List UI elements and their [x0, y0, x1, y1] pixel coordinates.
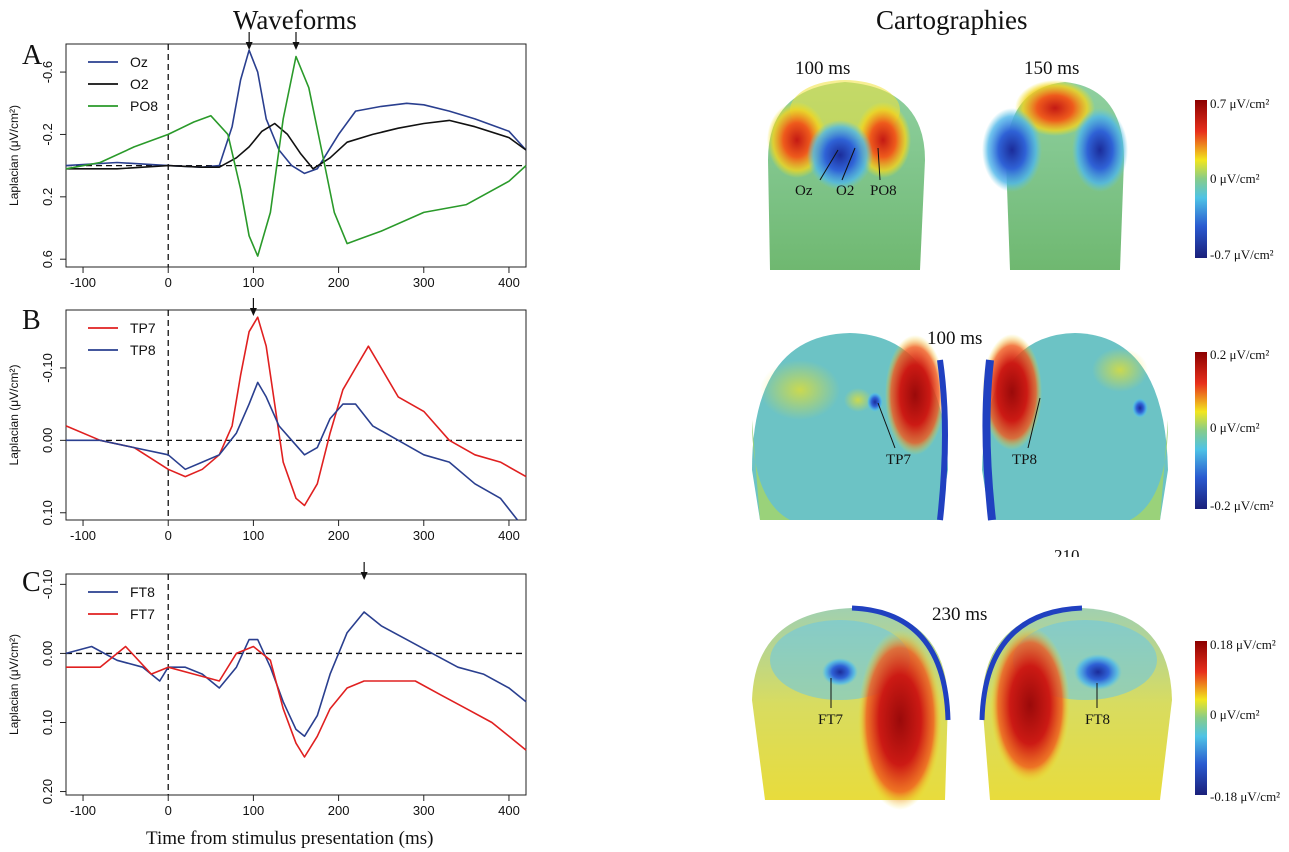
panel-letter-a: A: [22, 40, 43, 71]
y-tick-label: 0.10: [40, 500, 55, 525]
peak-arrow-head: [360, 572, 368, 580]
time-label-c: 230 ms: [932, 604, 987, 625]
x-tick-label: -100: [70, 275, 96, 290]
colorbar-b-mid: 0 μV/cm²: [1210, 420, 1260, 435]
peak-arrow-head: [245, 42, 253, 50]
electrode-label-ft8: FT8: [1085, 712, 1110, 728]
colorbar-a: [1195, 100, 1207, 258]
y-tick-label: -0.2: [40, 123, 55, 145]
y-axis-label: Laplacian (μV/cm²): [7, 105, 21, 206]
colorbar-b: [1195, 352, 1207, 509]
y-tick-label: 0.10: [40, 710, 55, 735]
plot-frame: [65, 309, 527, 521]
legend-label-po8: PO8: [130, 98, 158, 114]
y-tick-label: 0.00: [40, 428, 55, 453]
x-tick-label: 200: [328, 803, 350, 818]
y-tick-label: 0.6: [40, 250, 55, 268]
colorbar-a-min: -0.7 μV/cm²: [1210, 247, 1274, 262]
panel-letter-c: C: [22, 567, 41, 598]
electrode-label-tp8: TP8: [1012, 452, 1037, 468]
waveforms-title: Waveforms: [233, 5, 357, 35]
time-label-a-100: 100 ms: [795, 58, 850, 79]
peak-arrow-head: [292, 42, 300, 50]
electrode-label-tp7: TP7: [886, 452, 912, 468]
x-tick-label: 0: [165, 528, 172, 543]
y-axis-label: Laplacian (μV/cm²): [7, 365, 21, 466]
series-line-o2: [66, 119, 527, 170]
panel-letter-b: B: [22, 305, 41, 336]
scalp-map-a-150ms: [982, 80, 1128, 270]
time-label-b: 100 ms: [927, 328, 982, 349]
time-label-a-150: 150 ms: [1024, 58, 1079, 79]
y-tick-label: 0.00: [40, 641, 55, 666]
y-tick-label: 0.2: [40, 188, 55, 206]
y-tick-label: -0.6: [40, 61, 55, 83]
chart-panel-b: -100 0 100 200 300 400 -0.10 0.00 0.10 Laplacian …: [7, 298, 527, 543]
chart-panel-a: -100 0 100 200 300 400 -0.6 -0.2 0.2 0.6 Laplacian…: [7, 32, 527, 290]
colorbar-a-mid: 0 μV/cm²: [1210, 171, 1260, 186]
legend-label-ft7: FT7: [130, 606, 155, 622]
legend-label-ft8: FT8: [130, 584, 155, 600]
scalp-map-b-left: [752, 333, 948, 521]
scalp-map-b-right: [982, 333, 1168, 521]
scalp-map-a-100ms: [767, 80, 925, 270]
colorbar-c-max: 0.18 μV/cm²: [1210, 637, 1276, 652]
x-tick-label: -100: [70, 528, 96, 543]
partial-label: 210: [1054, 546, 1080, 565]
peak-arrow-head: [249, 308, 257, 316]
x-tick-label: 100: [243, 275, 265, 290]
colorbar-c-min: -0.18 μV/cm²: [1210, 789, 1280, 804]
series-line-tp7: [65, 316, 527, 507]
x-tick-label: -100: [70, 803, 96, 818]
x-tick-label: 400: [498, 803, 520, 818]
legend-label-o2: O2: [130, 76, 149, 92]
x-tick-label: 300: [413, 275, 435, 290]
y-tick-label: 0.20: [40, 779, 55, 804]
electrode-label-ft7: FT7: [818, 712, 844, 728]
y-axis-label: Laplacian (μV/cm²): [7, 634, 21, 735]
x-tick-label: 200: [328, 528, 350, 543]
x-tick-label: 400: [498, 275, 520, 290]
series-line-tp8: [66, 381, 519, 521]
cartographies-title: Cartographies: [876, 5, 1028, 35]
y-tick-label: -0.10: [40, 570, 55, 600]
colorbar-c-mid: 0 μV/cm²: [1210, 707, 1260, 722]
legend-label-tp8: TP8: [130, 342, 156, 358]
series-line-ft8: [65, 611, 527, 738]
series-line-ft7: [66, 645, 527, 758]
x-tick-label: 200: [328, 275, 350, 290]
x-tick-label: 100: [243, 528, 265, 543]
y-tick-label: -0.10: [40, 353, 55, 383]
x-tick-label: 400: [498, 528, 520, 543]
legend-label-tp7: TP7: [130, 320, 156, 336]
chart-panel-c: -100 0 100 200 300 400 -0.10 0.00 0.10 0.20 Laplac…: [7, 562, 527, 818]
legend-label-oz: Oz: [130, 54, 148, 70]
x-tick-label: 100: [243, 803, 265, 818]
electrode-label-po8: PO8: [870, 183, 897, 199]
colorbar-c: [1195, 641, 1207, 795]
scalp-map-c-left: [752, 605, 951, 810]
x-tick-label: 0: [165, 275, 172, 290]
plot-frame: [65, 573, 527, 796]
series-line-oz: [65, 49, 527, 175]
scalp-map-c-right: [979, 605, 1172, 800]
series-line-po8: [65, 55, 527, 257]
x-axis-label: Time from stimulus presentation (ms): [146, 828, 434, 849]
electrode-label-oz: Oz: [795, 183, 813, 199]
x-tick-label: 300: [413, 803, 435, 818]
colorbar-b-max: 0.2 μV/cm²: [1210, 347, 1269, 362]
electrode-label-o2: O2: [836, 183, 854, 199]
x-tick-label: 300: [413, 528, 435, 543]
colorbar-a-max: 0.7 μV/cm²: [1210, 96, 1269, 111]
colorbar-b-min: -0.2 μV/cm²: [1210, 498, 1274, 513]
x-tick-label: 0: [165, 803, 172, 818]
